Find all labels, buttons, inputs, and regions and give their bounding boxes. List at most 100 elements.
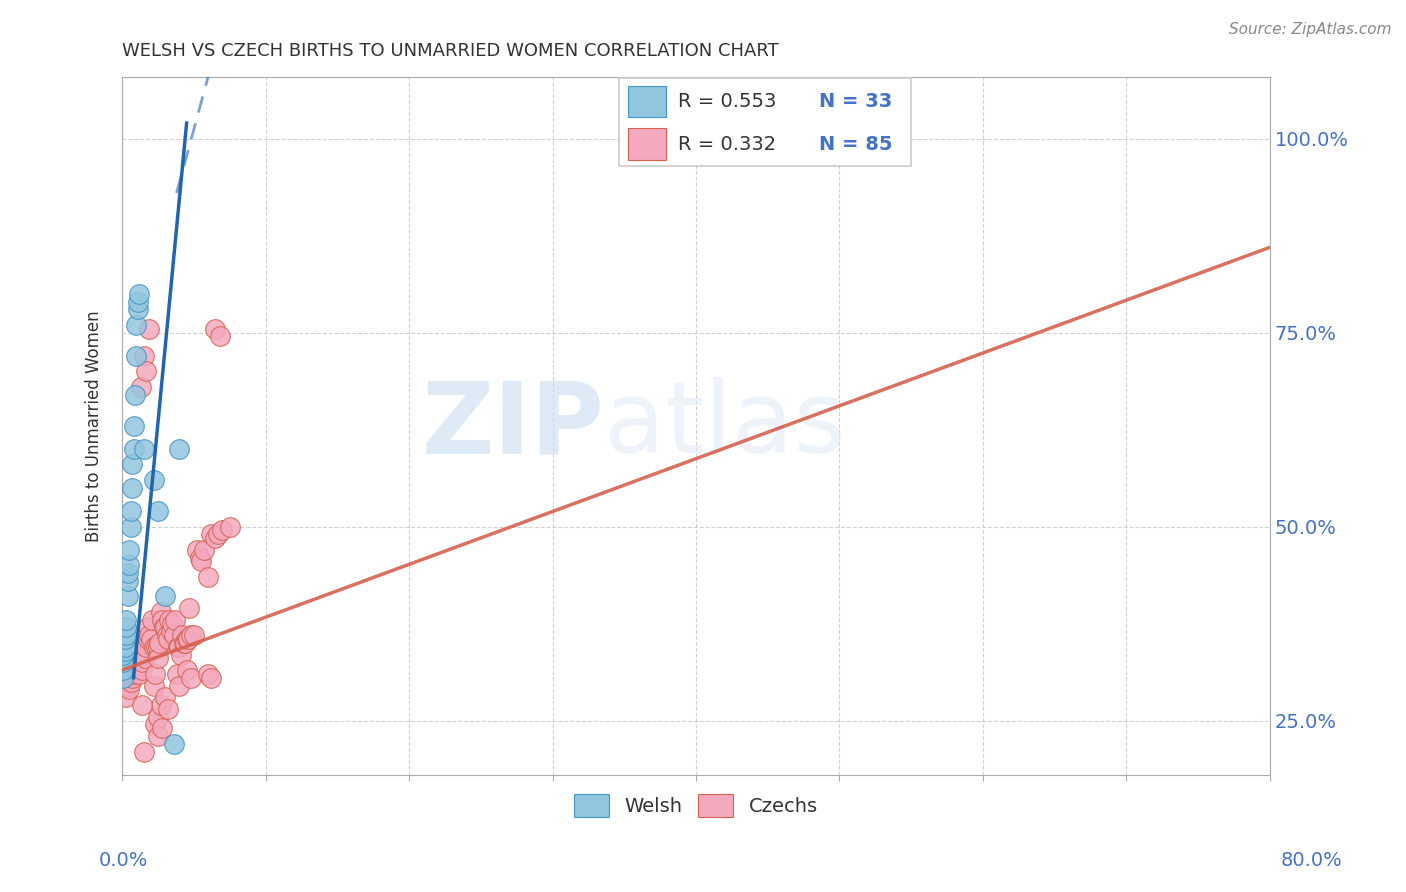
Point	[200, 671, 222, 685]
Point	[131, 656, 153, 670]
Point	[157, 613, 180, 627]
Text: 80.0%: 80.0%	[1281, 851, 1343, 871]
Point	[169, 640, 191, 654]
Point	[121, 481, 143, 495]
Point	[165, 613, 187, 627]
Point	[149, 698, 172, 712]
Point	[200, 527, 222, 541]
Point	[152, 620, 174, 634]
Point	[190, 554, 212, 568]
Text: Source: ZipAtlas.com: Source: ZipAtlas.com	[1229, 22, 1392, 37]
Point	[120, 663, 142, 677]
Point	[183, 628, 205, 642]
Point	[143, 717, 166, 731]
Point	[114, 640, 136, 654]
Point	[208, 329, 231, 343]
Point	[153, 590, 176, 604]
Point	[122, 667, 145, 681]
Point	[138, 628, 160, 642]
Point	[115, 620, 138, 634]
Point	[177, 632, 200, 646]
Point	[131, 698, 153, 712]
Point	[124, 663, 146, 677]
Point	[117, 679, 139, 693]
Point	[146, 640, 169, 654]
Point	[142, 473, 165, 487]
Point	[112, 648, 135, 662]
Point	[132, 745, 155, 759]
Point	[127, 302, 149, 317]
Point	[115, 674, 138, 689]
Point	[146, 651, 169, 665]
Point	[120, 504, 142, 518]
Point	[163, 737, 186, 751]
Point	[193, 542, 215, 557]
Point	[131, 663, 153, 677]
Point	[118, 558, 141, 573]
Point	[188, 550, 211, 565]
Text: atlas: atlas	[605, 377, 846, 475]
Point	[141, 613, 163, 627]
Point	[115, 628, 138, 642]
Point	[122, 442, 145, 456]
Text: 0.0%: 0.0%	[98, 851, 148, 871]
Point	[146, 729, 169, 743]
Point	[173, 636, 195, 650]
Point	[142, 679, 165, 693]
Point	[121, 671, 143, 685]
Y-axis label: Births to Unmarried Women: Births to Unmarried Women	[86, 310, 103, 541]
Point	[112, 656, 135, 670]
Point	[135, 640, 157, 654]
Point	[179, 601, 201, 615]
Point	[204, 531, 226, 545]
Point	[162, 616, 184, 631]
Point	[138, 322, 160, 336]
Point	[125, 659, 148, 673]
Point	[121, 458, 143, 472]
Point	[129, 659, 152, 673]
Point	[132, 349, 155, 363]
Point	[186, 542, 208, 557]
Point	[129, 651, 152, 665]
Point	[160, 624, 183, 639]
Point	[124, 387, 146, 401]
Point	[172, 628, 194, 642]
Point	[169, 442, 191, 456]
Point	[142, 640, 165, 654]
Point	[211, 524, 233, 538]
Text: WELSH VS CZECH BIRTHS TO UNMARRIED WOMEN CORRELATION CHART: WELSH VS CZECH BIRTHS TO UNMARRIED WOMEN…	[122, 42, 779, 60]
Point	[145, 640, 167, 654]
Point	[117, 574, 139, 588]
Point	[118, 542, 141, 557]
Point	[127, 294, 149, 309]
Point	[122, 418, 145, 433]
Point	[120, 519, 142, 533]
Point	[118, 682, 141, 697]
Point	[136, 620, 159, 634]
Point	[146, 709, 169, 723]
Point	[149, 605, 172, 619]
Point	[207, 527, 229, 541]
Point	[117, 566, 139, 581]
Point	[156, 632, 179, 646]
Point	[117, 590, 139, 604]
Point	[128, 667, 150, 681]
Point	[114, 679, 136, 693]
Point	[136, 632, 159, 646]
Point	[112, 671, 135, 685]
Point	[112, 663, 135, 677]
Point	[170, 648, 193, 662]
Point	[153, 690, 176, 705]
Point	[180, 628, 202, 642]
Point	[128, 286, 150, 301]
Point	[197, 570, 219, 584]
Point	[150, 721, 173, 735]
Point	[129, 380, 152, 394]
Point	[120, 674, 142, 689]
Point	[115, 690, 138, 705]
Point	[167, 640, 190, 654]
Point	[135, 364, 157, 378]
Point	[197, 667, 219, 681]
Point	[132, 648, 155, 662]
Point	[204, 322, 226, 336]
